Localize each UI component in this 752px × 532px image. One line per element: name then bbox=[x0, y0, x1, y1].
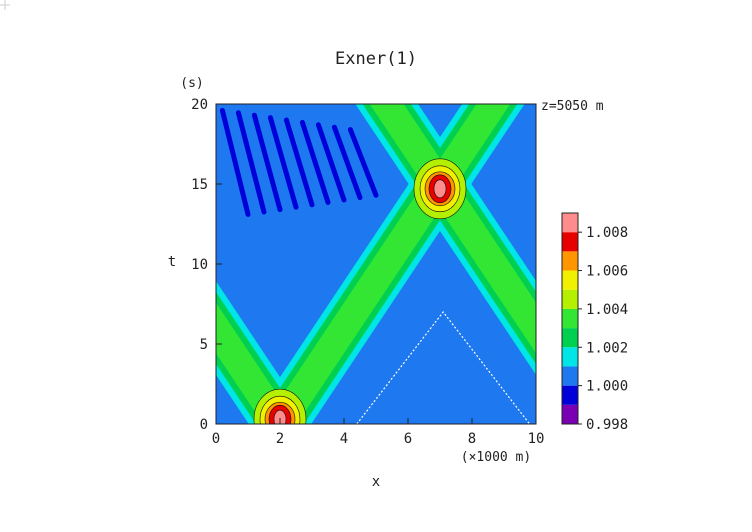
colorbar-swatch bbox=[562, 404, 578, 424]
x-tick-label: 2 bbox=[276, 431, 284, 447]
contour-field bbox=[216, 104, 536, 424]
colorbar-swatch bbox=[562, 385, 578, 405]
dotted-contour bbox=[356, 311, 531, 424]
x-tick-label: 4 bbox=[340, 431, 348, 447]
negative-streak bbox=[267, 115, 299, 210]
colorbar-swatch bbox=[562, 366, 578, 386]
x-axis-label: x bbox=[372, 474, 380, 490]
y-tick-label: 10 bbox=[191, 257, 208, 273]
height-annotation: z=5050 m bbox=[541, 99, 604, 114]
colorbar-label: 1.006 bbox=[586, 264, 628, 280]
colorbar-swatch bbox=[562, 251, 578, 271]
x-tick-label: 0 bbox=[212, 431, 220, 447]
x-tick-label: 8 bbox=[468, 431, 476, 447]
colorbar-label: 1.000 bbox=[586, 379, 628, 395]
negative-streak bbox=[347, 127, 379, 198]
x-tick-label: 10 bbox=[528, 431, 545, 447]
colorbar-swatch bbox=[562, 270, 578, 290]
page-corner-marks bbox=[0, 0, 10, 10]
negative-streak bbox=[219, 107, 251, 217]
colorbar-label: 1.008 bbox=[586, 225, 628, 241]
y-tick-label: 20 bbox=[191, 97, 208, 113]
pulse-band bbox=[263, 104, 511, 424]
x-axis-unit: (×1000 m) bbox=[461, 450, 531, 465]
colorbar-swatch bbox=[562, 347, 578, 367]
colorbar-label: 1.002 bbox=[586, 340, 628, 356]
colorbar-swatch bbox=[562, 328, 578, 348]
chart-title: Exner(1) bbox=[335, 49, 417, 69]
negative-streak bbox=[299, 119, 331, 205]
negative-streak bbox=[331, 124, 363, 201]
max-contour-1008 bbox=[273, 409, 287, 424]
pulse-band bbox=[369, 104, 536, 354]
x-axis-ticks: 0 2 4 6 8 10 bbox=[212, 418, 545, 447]
y-axis-unit: (s) bbox=[180, 76, 203, 91]
y-tick-label: 15 bbox=[191, 177, 208, 193]
colorbar-frame bbox=[561, 212, 579, 425]
y-tick-label: 0 bbox=[200, 417, 208, 433]
negative-streak bbox=[235, 110, 267, 215]
colorbar-label: 0.998 bbox=[586, 417, 628, 433]
negative-streak bbox=[315, 122, 347, 203]
x-tick-label: 6 bbox=[404, 431, 412, 447]
colorbar: 0.998 1.000 1.002 1.004 1.006 1.008 bbox=[561, 212, 628, 433]
colorbar-swatch bbox=[562, 289, 578, 309]
y-tick-label: 5 bbox=[200, 337, 208, 353]
y-axis-ticks: 0 5 10 15 20 bbox=[191, 97, 222, 433]
negative-streak bbox=[251, 112, 283, 213]
colorbar-label: 1.004 bbox=[586, 302, 628, 318]
colorbar-swatch bbox=[562, 308, 578, 329]
colorbar-swatch bbox=[562, 232, 578, 252]
y-axis-label: t bbox=[168, 254, 176, 270]
negative-streak bbox=[283, 117, 315, 208]
colorbar-swatch bbox=[562, 213, 578, 233]
max-contour-1008 bbox=[433, 179, 447, 199]
